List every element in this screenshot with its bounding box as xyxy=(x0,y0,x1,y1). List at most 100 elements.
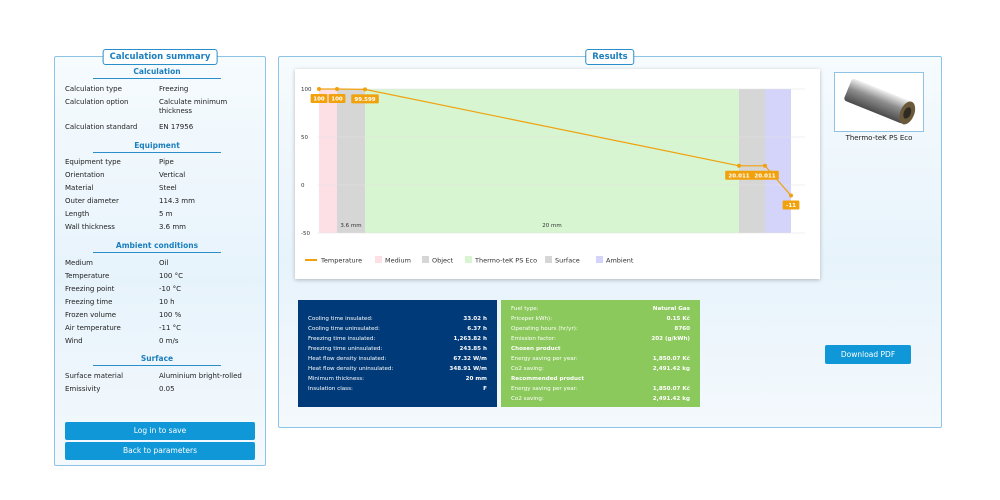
row-label: Heat flow density insulated: xyxy=(308,356,387,362)
legend-swatch xyxy=(465,256,472,263)
region-ambient xyxy=(765,89,791,233)
row-key: Frozen volume xyxy=(65,311,117,319)
row-label: Minimum thickness: xyxy=(308,376,365,382)
row-label: Insulation class: xyxy=(308,386,353,392)
row-value: 5 m xyxy=(159,210,173,218)
region-medium xyxy=(319,89,337,233)
table-row: Heat flow density insulated: 67.32 W/m xyxy=(308,354,487,364)
section-heading-calculation: Calculation xyxy=(93,67,221,79)
row-value: 1,263.82 h xyxy=(453,336,487,342)
calculation-summary-panel: Calculation summary Calculation Calculat… xyxy=(54,49,266,466)
table-row: Heat flow density uninsulated: 348.91 W/m xyxy=(308,364,487,374)
data-label-box xyxy=(310,94,328,103)
y-tick-label: 50 xyxy=(301,135,308,141)
table-row: Cooling time uninsulated: 6.37 h xyxy=(308,324,487,334)
row-key: Freezing point xyxy=(65,285,115,293)
table-row: Operating hours (hr/yr): 8760 xyxy=(511,324,690,334)
row-label: Operating hours (hr/yr): xyxy=(511,326,578,332)
data-label: 100 xyxy=(331,97,343,103)
table-row: Freezing time insulated: 1,263.82 h xyxy=(308,334,487,344)
table-subheading: Recommended product xyxy=(511,374,690,384)
row-key: Freezing time xyxy=(65,298,113,306)
row-label: Energy saving per year: xyxy=(511,386,578,392)
row-label: Co2 saving: xyxy=(511,366,544,372)
legend-label: Medium xyxy=(385,257,411,265)
row-value: Pipe xyxy=(159,158,174,166)
data-label: -11 xyxy=(786,203,796,209)
row-value: Freezing xyxy=(159,85,189,93)
row-label: Energy saving per year: xyxy=(511,356,578,362)
row-key: Wall thickness xyxy=(65,223,115,231)
temperature-point xyxy=(737,163,741,168)
row-value: 1,850.07 Kč xyxy=(652,386,690,392)
region-label: 20 mm xyxy=(542,223,561,229)
temperature-point xyxy=(335,87,339,91)
row-key: Calculation option xyxy=(65,98,129,106)
back-to-parameters-button[interactable]: Back to parameters xyxy=(65,442,255,460)
legend-swatch xyxy=(545,256,552,263)
data-label: 99.599 xyxy=(354,97,375,103)
row-label: Freezing time uninsulated: xyxy=(308,346,383,352)
row-value: 33.02 h xyxy=(463,316,487,322)
row-value: 114.3 mm xyxy=(159,197,195,205)
legend-label: Thermo-teK PS Eco xyxy=(474,257,537,265)
section-heading-equipment: Equipment xyxy=(93,141,221,153)
data-label-box xyxy=(782,200,800,210)
row-key: Outer diameter xyxy=(65,197,119,205)
row-key: Orientation xyxy=(65,171,105,179)
temperature-chart-card: 3.6 mm 20 mm 100 50 0 -50 100 100 99.599 20.011 20… xyxy=(295,69,820,279)
row-value: EN 17956 xyxy=(159,123,194,131)
region-object xyxy=(337,89,365,233)
summary-title: Calculation summary xyxy=(102,49,218,65)
row-label: Cooling time insulated: xyxy=(308,316,373,322)
table-row: Co2 saving: 2,491.42 kg xyxy=(511,394,690,404)
table-row: Minimum thickness: 20 mm xyxy=(308,374,487,384)
row-value: -10 °C xyxy=(159,285,182,293)
y-tick-label: 100 xyxy=(301,87,312,93)
y-tick-label: 0 xyxy=(301,183,305,189)
row-label: Chosen product xyxy=(511,346,561,352)
log-in-to-save-button[interactable]: Log in to save xyxy=(65,422,255,440)
row-value: 2,491.42 kg xyxy=(652,396,690,402)
legend-swatch xyxy=(422,256,429,263)
row-value: 2,491.42 kg xyxy=(652,366,690,372)
row-value: 10 h xyxy=(159,298,175,306)
row-key: Temperature xyxy=(65,272,110,280)
temperature-point xyxy=(789,193,793,198)
temperature-point xyxy=(763,163,767,168)
legend-label: Surface xyxy=(555,257,580,265)
row-label: Fuel type: xyxy=(511,306,539,312)
y-tick-label: -50 xyxy=(301,231,310,237)
data-label-box xyxy=(725,170,753,180)
row-label: Priceper kWh): xyxy=(511,316,553,322)
row-value: 348.91 W/m xyxy=(449,366,487,372)
data-label: 100 xyxy=(313,97,325,103)
legend-label: Temperature xyxy=(320,257,362,265)
results-title: Results xyxy=(585,49,635,65)
row-key: Calculation type xyxy=(65,85,122,93)
row-value: -11 °C xyxy=(159,324,182,332)
row-key: Air temperature xyxy=(65,324,121,332)
legend-swatch xyxy=(375,256,382,263)
row-value: 0.15 Kč xyxy=(666,316,690,322)
insulated-pipe-icon xyxy=(844,78,916,125)
row-label: Co2 saving: xyxy=(511,396,544,402)
row-value: Natural Gas xyxy=(652,306,690,312)
insulation-results-table: Cooling time insulated: 33.02 h Cooling t… xyxy=(298,300,497,407)
product-name: Thermo-teK PS Eco xyxy=(845,134,913,142)
download-pdf-button[interactable]: Download PDF xyxy=(825,345,911,364)
row-value: 6.37 h xyxy=(467,326,487,332)
table-subheading: Chosen product xyxy=(511,344,690,354)
row-label: Freezing time insulated: xyxy=(308,336,376,342)
row-value: Calculate minimum thickness xyxy=(159,98,228,115)
table-row: Energy saving per year: 1,850.07 Kč xyxy=(511,354,690,364)
data-label-box xyxy=(351,94,379,104)
row-key: Calculation standard xyxy=(65,123,138,131)
data-label-box xyxy=(328,94,346,103)
row-value: 67.32 W/m xyxy=(453,356,487,362)
row-value: 8760 xyxy=(674,326,690,332)
legend-label: Ambient xyxy=(606,257,634,265)
row-key: Medium xyxy=(65,259,93,267)
legend-label: Object xyxy=(432,257,454,265)
